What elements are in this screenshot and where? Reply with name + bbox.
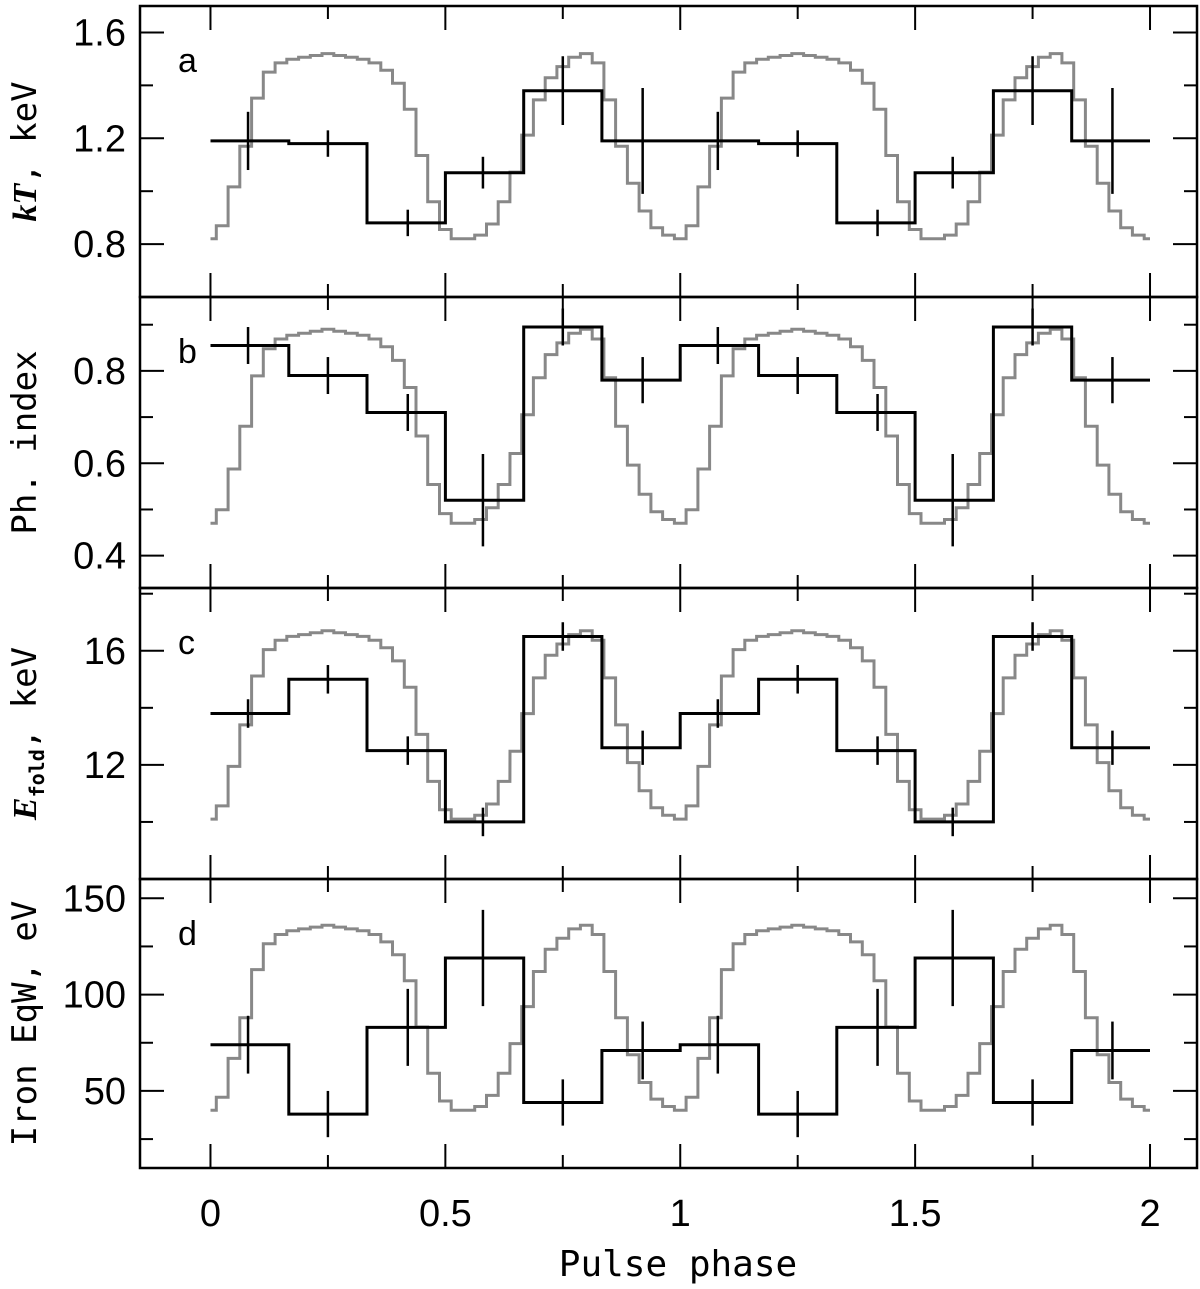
y-tick-label: 100: [63, 975, 126, 1017]
y-axis-title: Efold, keV: [5, 647, 49, 821]
panel-letter: d: [178, 915, 197, 953]
parameter-step-line: [210, 325, 1150, 502]
y-axis-title: Iron EqW, eV: [5, 901, 45, 1147]
panel-frame: [138, 586, 1199, 881]
y-tick-label: 150: [63, 878, 126, 920]
panel-frame: [138, 877, 1199, 1170]
pulse-profile-line: [210, 52, 1150, 241]
panel-letter: b: [178, 333, 197, 371]
pulse-profile-line: [210, 629, 1150, 821]
panel-d: 50 100 150 d Iron EqW, eV: [5, 877, 1199, 1170]
y-tick-label: 0.8: [73, 224, 126, 266]
panel-b: 0.4 0.6 0.8 b Ph. index: [5, 295, 1199, 590]
panel-a: 0.8 1.2 1.6 a kT, keV: [5, 4, 1199, 299]
pulse-profile-line: [210, 327, 1150, 525]
panel-letter: a: [178, 42, 197, 80]
panel-c: 12 16 c Efold, keV: [5, 586, 1199, 881]
x-axis-title: Pulse phase: [559, 1244, 797, 1285]
x-tick-label: 0.5: [419, 1193, 472, 1235]
y-tick-label: 0.8: [73, 351, 126, 393]
x-tick-label: 2: [1139, 1193, 1160, 1235]
y-tick-label: 0.4: [73, 536, 126, 578]
y-tick-label: 50: [84, 1071, 126, 1113]
parameter-step-line: [210, 89, 1150, 225]
panel-letter: c: [178, 624, 195, 662]
x-tick-label: 0: [200, 1193, 221, 1235]
y-tick-label: 12: [84, 745, 126, 787]
y-tick-label: 1.2: [73, 118, 126, 160]
y-tick-label: 0.6: [73, 443, 126, 485]
x-tick-label: 1.5: [889, 1193, 942, 1235]
pulse-profile-line: [210, 923, 1150, 1112]
parameter-step-line: [210, 635, 1150, 824]
parameter-step-line: [210, 956, 1150, 1116]
x-tick-label: 1: [670, 1193, 691, 1235]
panel-frame: [138, 4, 1199, 299]
y-tick-label: 16: [84, 631, 126, 673]
y-axis-title: kT, keV: [5, 81, 45, 221]
y-axis-title: Ph. index: [5, 350, 45, 534]
y-tick-label: 1.6: [73, 12, 126, 54]
